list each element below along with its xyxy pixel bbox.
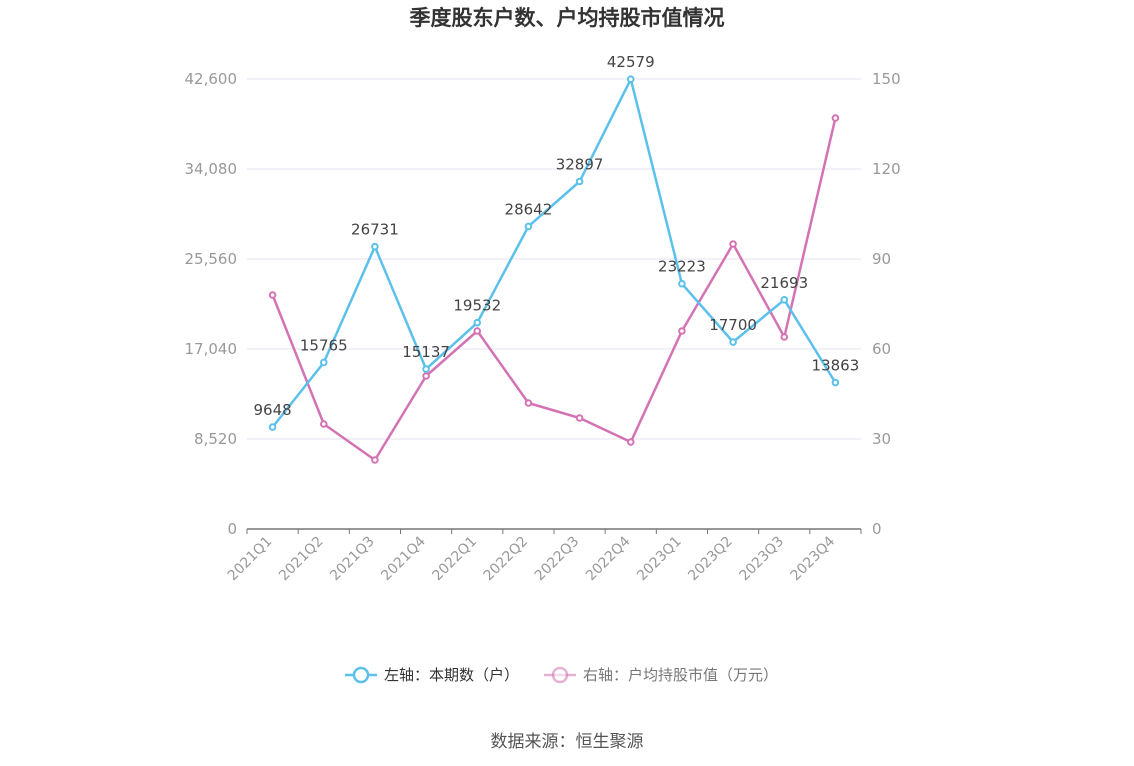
legend-marker — [352, 666, 370, 684]
data-point[interactable] — [626, 438, 635, 446]
y-left-tick-label: 8,520 — [194, 430, 237, 448]
y-right-tick-label: 30 — [872, 430, 891, 448]
grid — [247, 78, 861, 440]
data-point[interactable] — [473, 318, 482, 327]
data-label: 13863 — [812, 357, 860, 375]
x-tick-label: 2021Q3 — [327, 534, 378, 585]
x-tick-label: 2021Q1 — [225, 534, 276, 585]
data-point[interactable] — [575, 177, 584, 186]
y-left-tick-label: 42,600 — [185, 70, 238, 88]
data-label: 23223 — [658, 258, 706, 276]
y-right-tick-label: 150 — [872, 70, 901, 88]
data-point[interactable] — [319, 358, 328, 367]
data-point[interactable] — [268, 291, 277, 299]
data-label: 19532 — [453, 297, 501, 315]
axes: 0 0 8,520 30 17,040 60 25,560 90 34,080 120 42,600… — [185, 70, 901, 584]
data-label: 26731 — [351, 221, 399, 239]
source-note: 数据来源：恒生聚源 — [491, 732, 644, 752]
data-label: 15137 — [402, 343, 450, 361]
series-line — [271, 77, 837, 428]
data-point[interactable] — [319, 420, 328, 428]
x-tick-label: 2022Q3 — [532, 534, 583, 585]
x-tick-label: 2021Q2 — [276, 534, 327, 585]
x-tick-label: 2023Q4 — [788, 533, 839, 584]
legend[interactable]: 左轴：本期数（户） 右轴：户均持股市值（万元） — [345, 666, 778, 684]
legend-label: 右轴：户均持股市值（万元） — [583, 666, 778, 684]
x-tick-label: 2021Q4 — [378, 533, 429, 584]
y-left-tick-label: 0 — [227, 520, 237, 538]
data-point[interactable] — [371, 456, 379, 464]
y-right-tick-label: 60 — [872, 340, 891, 358]
data-point[interactable] — [422, 372, 430, 380]
data-point[interactable] — [268, 423, 277, 431]
data-point[interactable] — [678, 327, 686, 335]
data-label: 17700 — [709, 316, 757, 334]
x-tick-label: 2023Q1 — [634, 534, 685, 585]
chart-title: 季度股东户数、户均持股市值情况 — [410, 6, 725, 30]
data-label: 28642 — [505, 200, 553, 218]
data-labels: 9648 15765 26731 15137 19532 28642 32897 42579 2… — [253, 53, 859, 419]
x-tick-label: 2022Q4 — [583, 533, 634, 584]
data-point[interactable] — [729, 338, 737, 346]
x-tick-label: 2022Q2 — [481, 534, 532, 585]
data-label: 42579 — [607, 53, 655, 71]
data-point[interactable] — [524, 399, 533, 407]
data-point[interactable] — [473, 327, 482, 335]
data-point[interactable] — [780, 333, 789, 341]
series-line — [271, 117, 837, 462]
data-label: 9648 — [253, 401, 291, 419]
y-right-tick-label: 0 — [872, 520, 882, 538]
y-right-tick-label: 90 — [872, 250, 891, 268]
legend-marker — [551, 666, 569, 684]
y-left-tick-label: 17,040 — [185, 340, 238, 358]
x-tick-label: 2023Q3 — [736, 534, 787, 585]
y-left-tick-label: 34,080 — [185, 160, 238, 178]
data-point[interactable] — [729, 240, 737, 248]
data-point[interactable] — [831, 378, 840, 387]
data-point[interactable] — [678, 279, 686, 288]
series-group — [268, 75, 840, 464]
data-point[interactable] — [626, 75, 635, 84]
x-tick-label: 2022Q1 — [429, 534, 480, 585]
data-point[interactable] — [575, 414, 584, 422]
data-label: 21693 — [760, 274, 808, 292]
legend-item[interactable]: 右轴：户均持股市值（万元） — [544, 666, 778, 684]
data-point[interactable] — [831, 114, 840, 122]
y-right-tick-label: 120 — [872, 160, 901, 178]
data-point[interactable] — [371, 242, 379, 251]
data-point[interactable] — [524, 222, 533, 231]
data-label: 15765 — [300, 336, 348, 354]
y-left-tick-label: 25,560 — [185, 250, 238, 268]
data-point[interactable] — [422, 365, 430, 373]
legend-label: 左轴：本期数（户） — [384, 666, 519, 684]
x-tick-label: 2023Q2 — [685, 534, 736, 585]
legend-item[interactable]: 左轴：本期数（户） — [345, 666, 519, 684]
data-label: 32897 — [556, 155, 604, 173]
data-point[interactable] — [780, 296, 789, 304]
